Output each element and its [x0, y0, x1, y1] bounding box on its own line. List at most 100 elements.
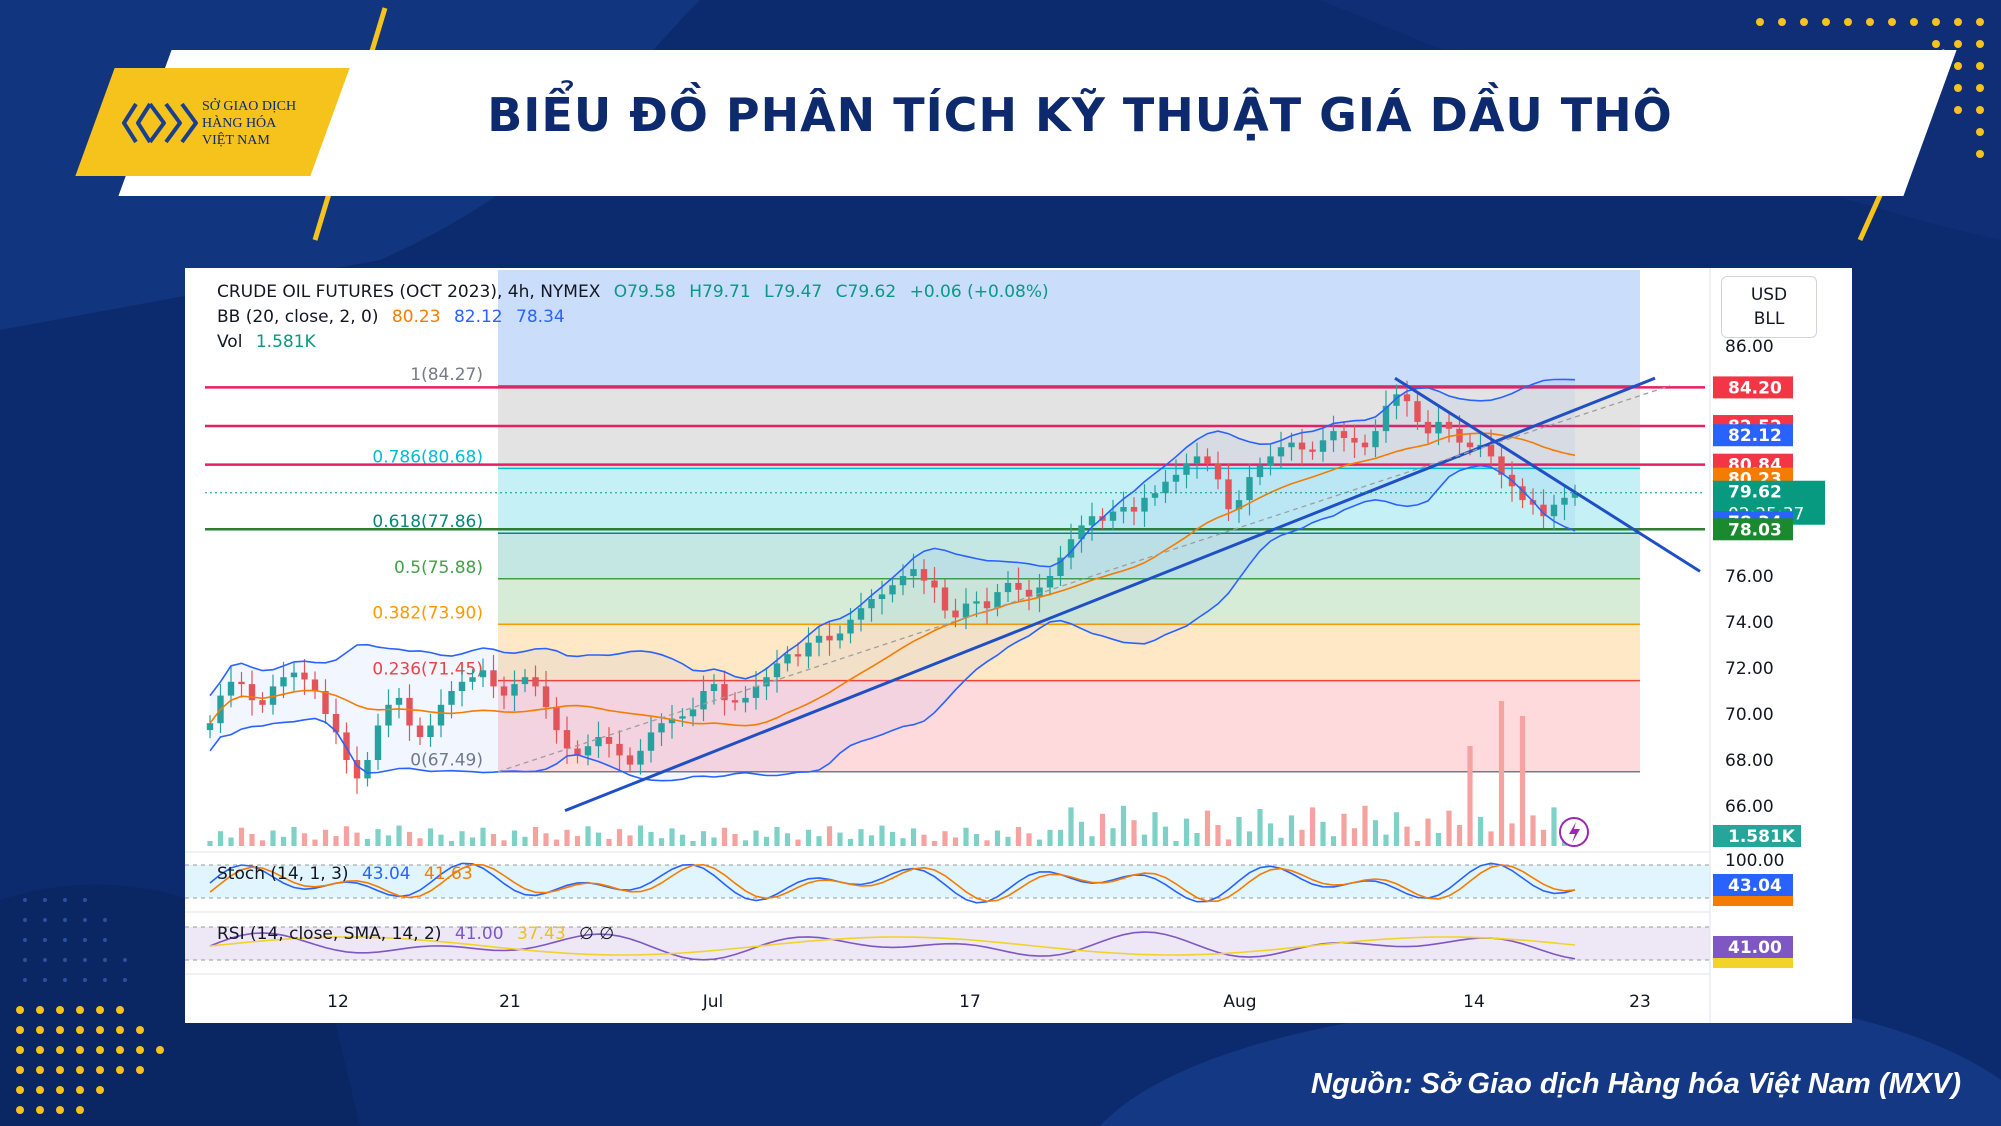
volume-bar	[1267, 823, 1274, 846]
volume-bar	[690, 841, 696, 846]
stoch-badges: 43.04	[1713, 874, 1793, 906]
candle-body	[962, 603, 970, 618]
volume-bar	[1183, 818, 1190, 846]
price-tick-label: 72.00	[1725, 659, 1774, 679]
rsi-badge	[1713, 936, 1793, 958]
chart-panel[interactable]: 1(84.27) 0.786(80.68) 0.618(77.86) 0.5(75.8…	[185, 268, 1852, 1023]
price-label-badge: 78.03	[1713, 518, 1793, 541]
candle-body	[353, 760, 361, 779]
fib-zone	[498, 578, 1640, 625]
rsi-sma-line	[209, 936, 1576, 956]
candle-body	[1256, 465, 1264, 478]
logo-line-2: HÀNG HÓA	[202, 116, 277, 131]
candle-body	[689, 709, 697, 717]
volume-bar	[270, 830, 276, 846]
volume-bar	[837, 832, 843, 846]
volume-bar	[585, 826, 591, 846]
volume-bar	[721, 827, 728, 846]
candle-body	[427, 725, 434, 737]
volume-bar	[868, 835, 875, 846]
rsi-sma-badge	[1713, 958, 1793, 968]
bb-upper-value: 82.12	[453, 307, 503, 327]
candle-body	[595, 737, 602, 747]
vol-info: Vol 1.581K	[217, 332, 324, 352]
candle-body	[1235, 500, 1243, 510]
volume-bar	[301, 833, 308, 846]
volume-bar	[606, 838, 612, 846]
candle-body	[773, 663, 781, 678]
volume-bar	[921, 834, 927, 846]
rsi-badges: 41.00	[1713, 936, 1793, 968]
volume-bar	[889, 831, 896, 846]
volume-bar	[1141, 834, 1148, 846]
low-value: L79.47	[764, 282, 823, 302]
volume-bar	[994, 830, 1001, 846]
candle-body	[1424, 421, 1432, 434]
volume-bar	[574, 836, 581, 846]
volume-bar	[742, 840, 749, 846]
candle-body	[1109, 511, 1117, 521]
source-credit: Nguồn: Sở Giao dịch Hàng hóa Việt Nam (M…	[1311, 1068, 1961, 1100]
volume-bar	[1257, 809, 1263, 846]
candle-body	[826, 635, 833, 641]
candle-body	[1571, 492, 1579, 498]
volume-bar	[847, 838, 854, 846]
volume-bar	[385, 835, 392, 846]
logo-line-3: VIỆT NAM	[202, 133, 270, 148]
volume-bar	[1036, 839, 1043, 846]
volume-bar	[1341, 813, 1347, 846]
volume-bar	[1530, 815, 1536, 846]
volume-bar	[1246, 831, 1253, 846]
volume-bar	[1194, 833, 1200, 846]
volume-badge: 1.581K	[1713, 825, 1801, 847]
volume-bar	[879, 825, 885, 846]
bb-basis-value: 80.23	[391, 307, 441, 327]
volume-bar	[553, 839, 560, 846]
volume-bar	[1393, 812, 1400, 846]
price-tick-label: 74.00	[1725, 613, 1774, 633]
candle-body	[721, 684, 728, 701]
volume-bar	[910, 828, 917, 846]
volume-bar	[1404, 826, 1410, 846]
volume-bar	[364, 838, 371, 846]
fib-label: 1(84.27)	[410, 365, 483, 385]
candle-body	[269, 686, 277, 705]
price-label-text: 82.12	[1728, 426, 1782, 446]
candle-body	[616, 743, 623, 756]
time-tick-label: 12	[327, 992, 349, 1012]
open-value: O79.58	[613, 282, 676, 302]
price-label-text: 78.03	[1728, 520, 1782, 540]
candle-body	[584, 746, 592, 756]
volume-bar	[1131, 820, 1137, 846]
candle-body	[437, 704, 445, 726]
currency-unit-button[interactable]: USD BLL	[1721, 276, 1817, 338]
candle-body	[605, 737, 613, 744]
candle-body	[542, 686, 550, 708]
candle-body	[868, 599, 875, 609]
candle-body	[511, 684, 518, 696]
candle-body	[1340, 431, 1348, 438]
volume-bar	[490, 834, 497, 846]
dot-column-left	[23, 898, 127, 982]
candle-body	[1487, 444, 1495, 457]
volume-bar	[469, 837, 476, 846]
candle-body	[1372, 431, 1379, 448]
volume-bar	[1509, 823, 1515, 846]
volume-bar	[795, 839, 801, 846]
chart-symbol-info: CRUDE OIL FUTURES (OCT 2023), 4h, NYMEX …	[217, 282, 1057, 302]
candle-body	[490, 670, 497, 687]
candle-body	[1036, 587, 1043, 597]
volume-bar	[511, 830, 518, 846]
volume-bar	[1477, 817, 1484, 846]
candle-body	[206, 723, 214, 731]
volume-bar	[637, 825, 644, 846]
fib-label: 0.786(80.68)	[372, 447, 483, 467]
candle-body	[227, 681, 235, 696]
candle-body	[857, 608, 865, 620]
candle-body	[1225, 479, 1232, 510]
candle-body	[322, 691, 329, 714]
volume-bar	[784, 833, 791, 846]
volume-bar	[228, 837, 234, 846]
candle-body	[385, 704, 392, 726]
vol-label: Vol	[217, 332, 243, 352]
